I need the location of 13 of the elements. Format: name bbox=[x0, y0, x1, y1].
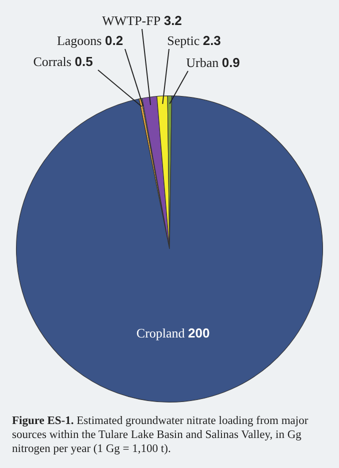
slice-label: Lagoons bbox=[56, 33, 105, 48]
slice-label: Septic bbox=[167, 33, 203, 48]
text: Figure ES-1. Estimated groundwater nitrate loading from major sources within the Tulare Lake Basin and Salinas Valley, in Gg nitrogen per year (1 Gg = 1,100 t). bbox=[12, 414, 310, 456]
data-label: 0.9 bbox=[222, 55, 240, 70]
data-label: 2.3 bbox=[202, 33, 221, 48]
data-label: 3.2 bbox=[164, 13, 182, 28]
slice-label: Cropland bbox=[136, 325, 188, 340]
data-label: 200 bbox=[188, 325, 210, 340]
data-label: 0.5 bbox=[74, 54, 93, 69]
data-label: 0.2 bbox=[104, 33, 124, 48]
slice-label: WWTP-FP bbox=[102, 13, 164, 28]
slice-label: Corrals bbox=[33, 54, 75, 69]
slice-label: Urban bbox=[186, 55, 222, 70]
